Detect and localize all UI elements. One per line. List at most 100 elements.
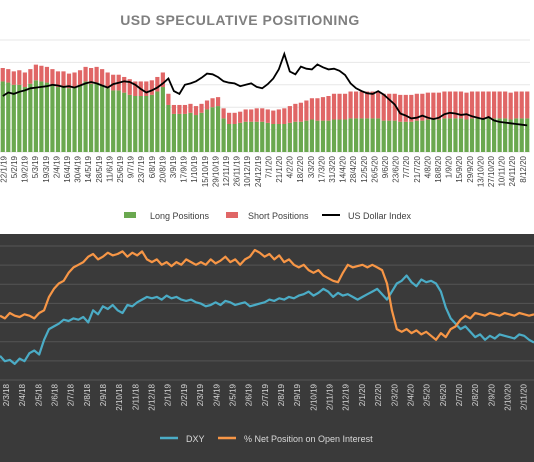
x-tick-label: 2/4/19 — [212, 383, 221, 406]
long-bar — [287, 122, 292, 152]
short-bar — [331, 93, 337, 120]
long-bar — [94, 82, 99, 152]
x-tick-label: 2/5/20 — [423, 383, 432, 406]
bars — [0, 64, 530, 152]
short-bar — [353, 91, 359, 119]
long-bar — [199, 112, 204, 152]
short-bar — [337, 93, 342, 120]
short-bar — [304, 100, 309, 121]
short-bar — [50, 69, 55, 85]
short-bar — [171, 104, 177, 114]
long-bar — [11, 84, 16, 152]
x-tick-label: 2/3/20 — [390, 383, 399, 406]
dxy-line — [0, 274, 534, 365]
x-tick-label: 2/4/18 — [18, 383, 27, 406]
short-bar — [425, 92, 430, 120]
x-tick-label: 2/1/19 — [164, 383, 173, 406]
short-bar — [94, 66, 99, 83]
x-tick-label: 7/7/20 — [402, 155, 411, 178]
short-bar — [260, 108, 265, 122]
long-bar — [138, 96, 143, 152]
short-bar — [403, 94, 408, 122]
long-bar — [254, 121, 259, 152]
short-bar — [28, 69, 33, 84]
short-bar — [111, 74, 116, 91]
short-bar — [525, 91, 530, 119]
short-bar — [486, 91, 491, 119]
x-tick-label: 1/10/19 — [190, 155, 199, 182]
long-bar — [320, 120, 326, 152]
short-bar — [88, 68, 94, 84]
x-tick-label: 5/2/19 — [10, 155, 19, 178]
short-bar — [420, 93, 425, 121]
x-tick-label: 6/8/19 — [148, 155, 157, 178]
x-tick-label: 2/9/20 — [487, 383, 496, 406]
short-bar — [342, 93, 348, 120]
short-bar — [326, 96, 331, 121]
long-bar — [232, 124, 237, 152]
long-bar — [243, 121, 248, 152]
long-bar — [265, 122, 270, 152]
short-bar — [359, 91, 364, 119]
x-tick-label: 28/5/19 — [95, 155, 104, 182]
x-tick-label: 3/3/20 — [307, 155, 316, 178]
short-bar — [55, 71, 61, 88]
x-tick-label: 2/6/18 — [50, 383, 59, 406]
short-bar — [188, 103, 193, 113]
short-bar — [155, 76, 160, 92]
long-bar — [503, 118, 508, 152]
short-bar — [254, 108, 259, 122]
x-tick-label: 2/5/19 — [228, 383, 237, 406]
long-bar — [304, 120, 309, 152]
short-bar — [320, 97, 326, 121]
short-bar — [276, 109, 281, 124]
short-bar — [144, 81, 149, 96]
long-bar — [55, 87, 61, 152]
short-bar — [249, 109, 254, 122]
x-tick-label: 2/11/19 — [326, 383, 335, 410]
short-bar — [265, 109, 270, 123]
long-bar — [50, 84, 55, 152]
short-bar — [127, 79, 132, 95]
x-tick-label: 2/8/20 — [471, 383, 480, 406]
x-tick-label: 2/12/19 — [342, 383, 351, 410]
x-tick-label: 5/3/19 — [31, 155, 40, 178]
x-tick-label: 23/7/19 — [137, 155, 146, 182]
x-tick-label: 25/6/19 — [116, 155, 125, 182]
short-bar — [315, 98, 320, 121]
x-tick-label: 12/5/20 — [360, 155, 369, 182]
short-bar — [392, 93, 397, 121]
short-bar — [387, 93, 392, 121]
x-tick-label: 2/7/18 — [67, 383, 76, 406]
short-bar — [33, 64, 38, 81]
short-bar — [436, 92, 442, 120]
long-bar — [149, 94, 154, 152]
long-bar — [249, 121, 254, 152]
x-tick-label: 21/7/20 — [413, 155, 422, 182]
x-axis-ticks: 22/1/19 5/2/19 19/2/19 5/3/19 19/3/19 2/4/19 1… — [0, 155, 528, 187]
long-bar — [409, 121, 414, 152]
short-bar — [6, 69, 11, 83]
legend-dxy-dark: DXY — [186, 434, 205, 444]
x-tick-label: 8/12/20 — [519, 155, 528, 182]
long-bar — [387, 120, 392, 152]
short-bar — [514, 91, 519, 119]
short-bar — [298, 102, 303, 122]
long-bar — [276, 124, 281, 152]
long-bar — [127, 94, 132, 152]
long-bar — [61, 85, 66, 152]
short-bar — [365, 91, 370, 119]
legend-dxy: US Dollar Index — [348, 211, 412, 221]
long-bar — [298, 121, 303, 152]
long-bar — [33, 80, 38, 152]
legend-long: Long Positions — [150, 211, 210, 221]
short-bar — [398, 94, 403, 122]
x-tick-label: 14/5/19 — [84, 155, 93, 182]
long-bar — [365, 118, 370, 152]
legend-short: Short Positions — [248, 211, 309, 221]
x-tick-label: 3/9/19 — [169, 155, 178, 178]
legend-swatch-short — [226, 212, 238, 218]
long-bar — [442, 118, 447, 152]
short-bar — [480, 91, 486, 119]
legend-dark: DXY % Net Position on Open Interest — [160, 434, 373, 444]
